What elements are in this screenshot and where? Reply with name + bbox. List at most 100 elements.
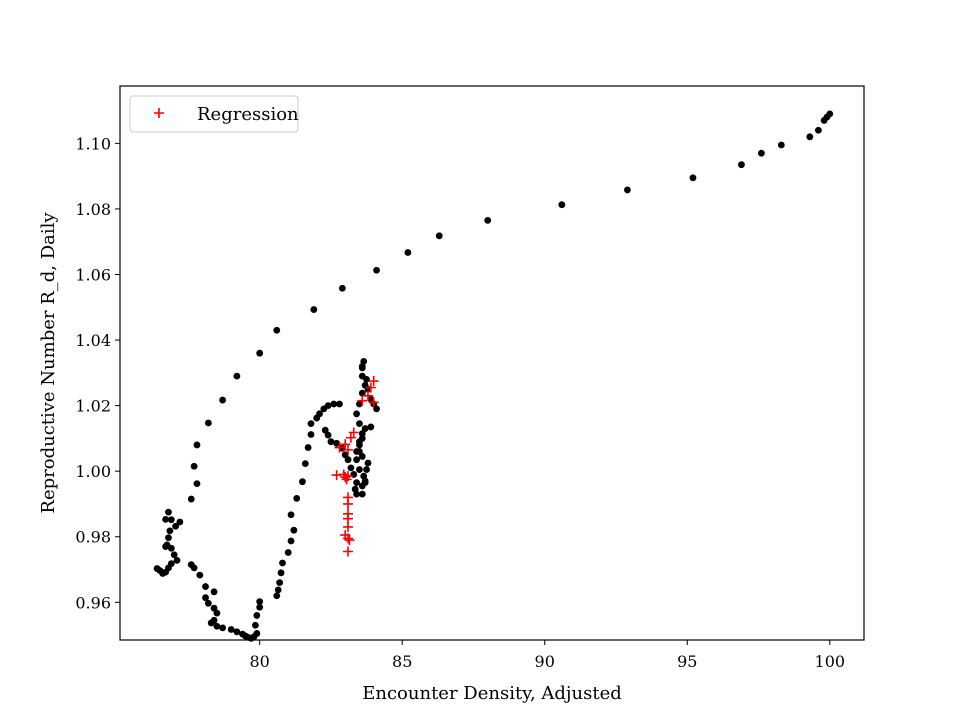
data-point — [484, 217, 492, 224]
data-point — [167, 544, 175, 552]
data-point — [356, 420, 363, 428]
data-point — [353, 456, 360, 464]
data-point — [276, 579, 284, 587]
data-point — [327, 438, 335, 446]
data-point — [806, 133, 814, 141]
axes-frame — [119, 85, 865, 641]
data-point — [287, 537, 295, 545]
x-tick-label: 100 — [815, 652, 846, 671]
data-point — [165, 534, 172, 542]
y-tick-label: 0.98 — [75, 528, 111, 547]
data-point — [324, 402, 332, 410]
data-point — [284, 549, 292, 556]
data-point — [207, 619, 215, 627]
data-point — [361, 477, 369, 485]
data-point — [202, 583, 209, 590]
y-tick-label: 1.06 — [75, 265, 111, 284]
data-point — [336, 400, 343, 408]
data-point — [166, 527, 174, 535]
data-point — [338, 284, 346, 292]
data-point — [213, 622, 221, 630]
data-point — [341, 451, 349, 459]
data-point — [176, 518, 184, 526]
regression-point — [345, 432, 356, 443]
data-point — [330, 400, 338, 408]
regression-point — [344, 535, 355, 546]
data-point — [347, 464, 355, 472]
data-point — [361, 425, 369, 432]
data-point — [333, 439, 341, 447]
data-point — [173, 556, 181, 564]
data-point — [153, 565, 161, 572]
data-point — [363, 375, 370, 383]
regression-point — [368, 397, 379, 408]
regression-point — [365, 382, 376, 393]
data-point — [358, 362, 366, 370]
data-point — [777, 141, 785, 149]
data-point — [162, 543, 170, 550]
data-point — [256, 603, 264, 611]
data-point — [170, 551, 178, 559]
data-point — [814, 126, 822, 134]
legend: Regression — [129, 95, 299, 133]
data-point — [256, 598, 264, 606]
plot-area — [153, 110, 834, 642]
data-point — [172, 522, 179, 530]
regression-point — [343, 498, 354, 509]
data-point — [204, 419, 212, 427]
data-point — [353, 479, 360, 487]
x-axis-label: Encounter Density, Adjusted — [362, 683, 622, 704]
data-point — [252, 621, 259, 629]
y-axis-label: Reproductive Number R_d, Daily — [38, 212, 59, 514]
data-point — [301, 460, 309, 468]
data-point — [187, 495, 195, 503]
data-point — [353, 448, 360, 455]
x-tick-label: 85 — [392, 652, 412, 671]
data-point — [219, 624, 227, 632]
data-point — [293, 494, 301, 502]
data-point — [190, 462, 198, 470]
data-point — [193, 480, 201, 488]
regression-point — [357, 395, 368, 406]
data-point — [307, 431, 315, 438]
x-tick-label: 90 — [535, 652, 555, 671]
legend-label-regression: Regression — [197, 104, 299, 125]
y-tick-label: 1.10 — [75, 134, 111, 153]
data-point — [165, 508, 172, 516]
data-point — [358, 490, 366, 498]
data-point — [321, 426, 329, 434]
y-tick-label: 1.02 — [75, 397, 111, 416]
data-point — [290, 526, 298, 534]
data-point — [689, 174, 697, 182]
data-point — [353, 410, 360, 418]
data-point — [287, 511, 295, 519]
data-point — [738, 161, 745, 169]
data-point — [307, 420, 315, 428]
data-point — [204, 599, 212, 607]
data-point — [358, 430, 366, 437]
data-point — [193, 441, 201, 449]
data-point — [356, 400, 363, 408]
data-point — [253, 612, 261, 619]
data-point — [202, 594, 209, 602]
data-point — [162, 515, 170, 523]
regression-point — [368, 376, 379, 387]
y-tick-label: 1.00 — [75, 462, 111, 481]
data-point — [304, 444, 312, 451]
data-point — [273, 592, 281, 600]
data-point — [227, 626, 235, 633]
data-point — [273, 326, 281, 334]
regression-point — [334, 442, 345, 453]
data-point — [358, 389, 366, 397]
regression-point — [343, 444, 354, 455]
data-point — [624, 186, 631, 194]
data-point — [367, 423, 375, 431]
data-point — [299, 478, 306, 486]
data-point — [274, 586, 282, 594]
data-point — [373, 405, 380, 413]
data-point — [253, 630, 261, 637]
data-point — [373, 266, 380, 274]
y-tick-label: 1.04 — [75, 331, 111, 350]
data-point — [310, 306, 318, 313]
